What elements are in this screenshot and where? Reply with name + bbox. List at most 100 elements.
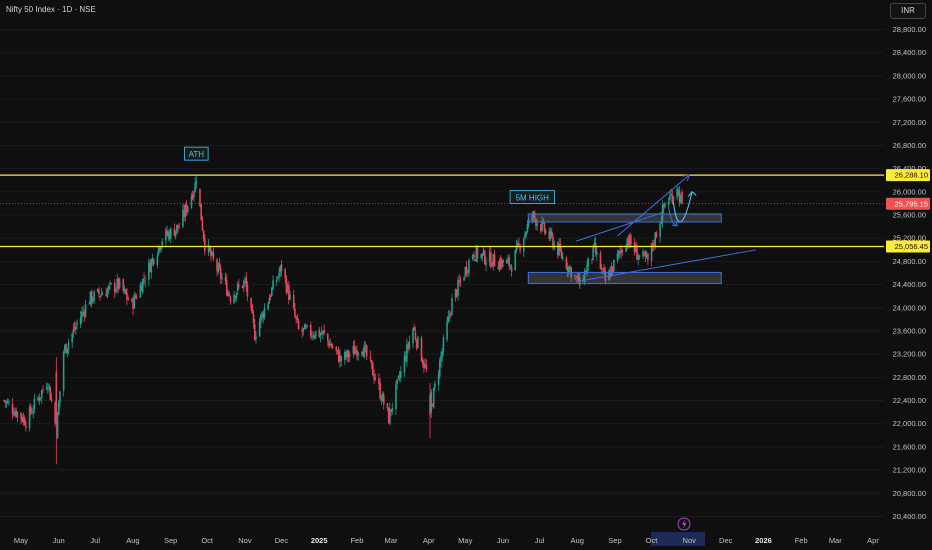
projection-arrow-up[interactable] (672, 191, 693, 223)
candle-body (369, 356, 372, 359)
candle-body (468, 259, 470, 273)
candle-body (473, 254, 475, 259)
candle-body (459, 280, 462, 282)
x-tick-label: Mar (829, 536, 842, 545)
candle-body (314, 331, 317, 339)
candle-body (166, 230, 168, 236)
x-axis[interactable]: May Jun Jul Aug Sep Oct Nov Dec 2025 Feb Mar Apr May… (14, 517, 879, 546)
candle-body (183, 210, 185, 217)
candle-body (285, 278, 288, 293)
y-tick-label: 24,000.00 (893, 303, 926, 312)
currency-selector[interactable]: INR (890, 3, 926, 19)
candle-body (289, 294, 291, 300)
price-label-bg (886, 240, 930, 253)
candle-body (306, 325, 308, 327)
price-label: 26,288.10 (886, 169, 930, 182)
candle-body (199, 188, 201, 206)
y-tick-label: 26,000.00 (893, 187, 926, 196)
candle-body (516, 243, 519, 248)
candle-body (263, 308, 266, 318)
candle-body (352, 346, 355, 353)
drawings[interactable]: ATH 5M HIGH (0, 146, 884, 284)
candle-body (221, 277, 223, 280)
candle-body (55, 371, 58, 424)
candle-body (219, 268, 222, 279)
candle-body (62, 352, 65, 391)
candle-body (93, 291, 95, 302)
candle-body (602, 268, 604, 270)
candle-body (311, 335, 313, 338)
x-tick-label: Feb (795, 536, 808, 545)
candle-body (37, 397, 39, 401)
candle-body (126, 292, 128, 300)
candle-body (522, 238, 525, 252)
candle-body (476, 247, 479, 259)
candle-body (326, 333, 329, 341)
candle-body (661, 205, 664, 222)
x-tick-label: Feb (350, 536, 363, 545)
candle-body (90, 291, 93, 303)
trendline[interactable] (576, 249, 757, 283)
candle-body (474, 259, 476, 262)
x-tick-label: Sep (164, 536, 177, 545)
price-label: 25,795.15 (886, 197, 930, 210)
y-axis[interactable]: 20,400.00 20,800.00 21,200.00 21,600.00 22,0… (884, 0, 932, 550)
x-tick-label: 2025 (311, 536, 328, 545)
candle-body (456, 289, 458, 297)
candle-body (353, 346, 356, 355)
candle-body (490, 252, 492, 268)
candle-body (275, 280, 278, 282)
candle-body (625, 247, 627, 252)
candle-body (617, 250, 620, 255)
candle-body (217, 264, 220, 273)
candle-body (42, 388, 44, 390)
support-resistance-zone[interactable] (527, 213, 722, 223)
support-resistance-zone[interactable] (527, 271, 722, 284)
candle-body (204, 238, 206, 252)
y-tick-label: 22,400.00 (893, 396, 926, 405)
candle-body (318, 329, 321, 337)
candle-body (676, 188, 678, 198)
candle-body (39, 397, 42, 399)
candle-body (339, 354, 341, 362)
candle-body (113, 282, 116, 292)
candle-body (194, 182, 196, 193)
candle-body (650, 243, 653, 261)
candle-body (201, 220, 204, 231)
y-tick-label: 20,400.00 (893, 512, 926, 521)
candle-body (465, 266, 468, 274)
candle-body (100, 293, 103, 297)
candle-body (131, 299, 133, 301)
candle-body (463, 277, 465, 281)
candle-body (244, 278, 246, 280)
y-tick-label: 22,800.00 (893, 373, 926, 382)
candle-body (218, 262, 221, 269)
trendline[interactable] (617, 174, 690, 237)
candle-body (498, 261, 501, 271)
candle-body (391, 407, 394, 411)
candle-body (81, 311, 83, 318)
ath-label[interactable]: ATH (184, 146, 209, 161)
x-tick-label: Jun (53, 536, 65, 545)
candle-body (550, 231, 553, 237)
y-tick-label: 25,200.00 (893, 234, 926, 243)
candle-body (187, 206, 189, 212)
candle-body (407, 344, 409, 348)
symbol-title[interactable]: Nifty 50 Index · 1D · NSE (6, 5, 96, 14)
candle-body (592, 245, 594, 260)
y-tick-label: 26,400.00 (893, 164, 926, 173)
candle-body (151, 258, 154, 262)
lightning-icon[interactable] (677, 517, 691, 531)
candle-body (636, 247, 638, 260)
candle-body (161, 241, 164, 246)
candle-body (655, 232, 658, 238)
y-tick-label: 22,000.00 (893, 419, 926, 428)
candle-body (620, 250, 622, 254)
candle-body (123, 288, 126, 291)
five-month-high-label[interactable]: 5M HIGH (509, 190, 555, 205)
candle-body (644, 251, 647, 258)
candle-body (505, 260, 508, 264)
trendline[interactable] (575, 211, 664, 242)
